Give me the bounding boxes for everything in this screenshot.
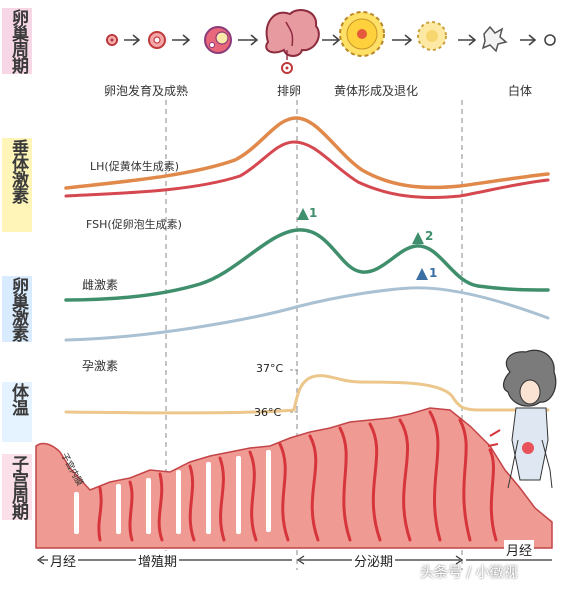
- arrow-icon: [520, 34, 537, 46]
- ovulation-icon: [265, 9, 320, 74]
- estrogen-curve: [64, 228, 550, 302]
- label-lh: LH(促黄体生成素): [90, 160, 179, 173]
- cycle-restart-icon: [544, 34, 556, 46]
- estrogen-peak-1-marker: [297, 208, 309, 220]
- cramping-woman-illustration: [487, 349, 557, 489]
- progesterone-peak-marker: [416, 268, 428, 280]
- phase-label-menses-start: 月经: [48, 551, 79, 570]
- arrow-icon: [392, 34, 413, 46]
- side-label-pituitary-hormones: 垂体激素: [2, 138, 32, 232]
- estrogen-peak-2-marker: [412, 232, 424, 244]
- phase-label-proliferative: 增殖期: [136, 551, 180, 570]
- arrow-icon: [124, 34, 141, 46]
- follicle-stage-2-icon: [148, 31, 166, 49]
- stage-label-follicle: 卵泡发育及成熟: [104, 84, 189, 98]
- progesterone-peak-label: 1: [429, 266, 438, 280]
- arrow-icon: [458, 34, 477, 46]
- follicle-stage-3-icon: [204, 26, 232, 54]
- progesterone-curve: [64, 286, 550, 342]
- side-label-body-temperature: 体温: [2, 382, 32, 442]
- watermark: 头条号 / 小徽视: [420, 565, 518, 581]
- side-label-ovarian-cycle: 卵巢周期: [2, 8, 32, 74]
- stage-label-albicans: 白体: [508, 84, 533, 98]
- fsh-curve: [64, 140, 550, 199]
- stage-label-corpus-luteum: 黄体形成及退化: [334, 84, 419, 98]
- lh-curve: [64, 116, 550, 190]
- stage-label-ovulation: 排卵: [277, 84, 302, 98]
- arrow-icon: [172, 34, 191, 46]
- corpus-luteum-icon: [339, 11, 385, 57]
- label-estrogen: 雌激素: [82, 278, 119, 292]
- arrow-icon: [238, 34, 259, 46]
- uterine-glands: [97, 410, 498, 542]
- corpus-albicans-icon: [481, 25, 508, 53]
- label-progesterone: 孕激素: [82, 359, 119, 373]
- side-label-uterine-cycle: 子宫周期: [2, 454, 32, 520]
- temp-high-label: 37°C: [256, 362, 284, 375]
- temperature-curve: [64, 374, 550, 415]
- phase-label-secretory: 分泌期: [352, 551, 396, 570]
- side-label-ovarian-hormones: 卵巢激素: [2, 276, 32, 342]
- endometrium-layer: [35, 407, 553, 549]
- estrogen-peak-1-label: 1: [309, 206, 318, 220]
- estrogen-peak-2-label: 2: [425, 229, 434, 243]
- arrow-icon: [322, 34, 341, 46]
- phase-label-menses-end: 月经: [504, 540, 535, 559]
- regressing-corpus-luteum-icon: [417, 21, 447, 51]
- label-fsh: FSH(促卵泡生成素): [86, 218, 182, 231]
- uterine-gland-lumens: [74, 450, 271, 534]
- follicle-stage-1-icon: [106, 34, 118, 46]
- temp-low-label: 36°C: [254, 406, 282, 419]
